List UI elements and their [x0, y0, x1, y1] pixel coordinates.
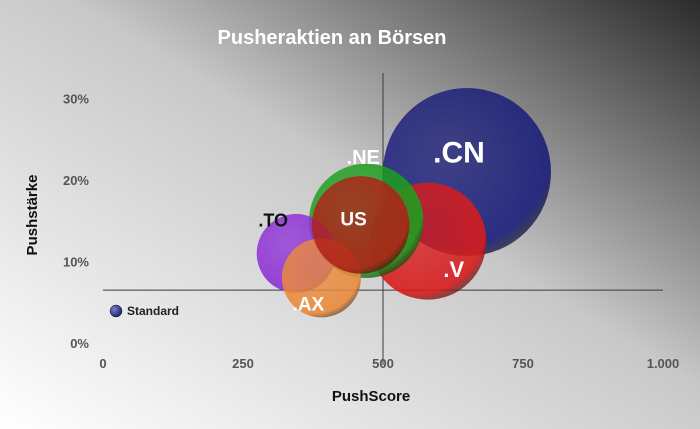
x-tick-label: 750 [512, 356, 534, 371]
legend-label: Standard [127, 304, 179, 318]
x-tick-label: 250 [232, 356, 254, 371]
bubble-label-v: .V [443, 257, 464, 282]
bubble-us [311, 176, 410, 274]
legend: Standard [109, 304, 179, 318]
bubble-label-ax: .AX [293, 295, 325, 316]
bubble-label-to: .TO [258, 211, 288, 231]
bubble-labels: .CN .V .NE .TO .AX US [258, 137, 484, 316]
bubble-series [256, 88, 551, 318]
y-axis-ticks: 0% 10% 20% 30% [63, 92, 89, 351]
x-axis-title: PushScore [332, 388, 410, 405]
y-axis-title: Pushstärke [24, 175, 41, 256]
x-axis-ticks: 0 250 500 750 1.000 [99, 356, 679, 371]
x-tick-label: 500 [372, 356, 394, 371]
legend-marker [109, 304, 123, 318]
y-tick-label: 0% [70, 336, 89, 351]
y-tick-label: 30% [63, 92, 89, 107]
y-tick-label: 10% [63, 255, 89, 270]
chart-title: Pusheraktien an Börsen [218, 27, 447, 49]
bubble-label-cn: .CN [433, 137, 485, 170]
x-tick-label: 1.000 [647, 356, 680, 371]
y-tick-label: 20% [63, 173, 89, 188]
bubble-label-us: US [340, 210, 366, 231]
bubble-label-ne: .NE [347, 147, 380, 169]
x-tick-label: 0 [99, 356, 106, 371]
